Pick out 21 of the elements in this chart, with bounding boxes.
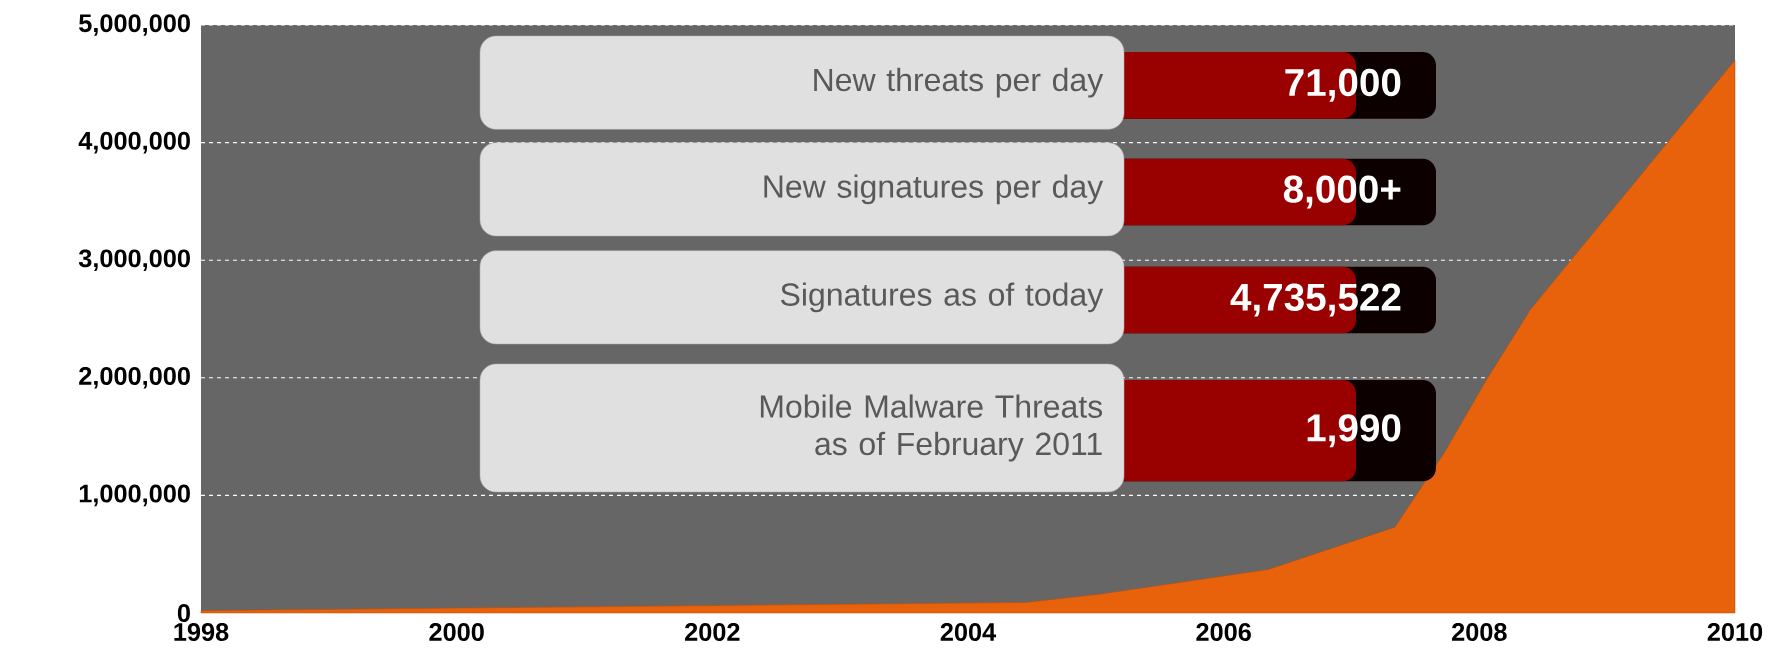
x-tick-label: 2004	[940, 623, 997, 641]
y-tick-label: 3,000,000	[78, 249, 190, 271]
annotation: New signatures per day	[764, 174, 1104, 205]
y-tick-label: 1,000,000	[79, 484, 190, 507]
annotation: 4,735,522	[1230, 283, 1401, 317]
x-tick-label: 2006	[1196, 623, 1251, 641]
x-tick-label: 1998	[174, 623, 229, 641]
x-tick-label: 2002	[685, 623, 740, 641]
y-tick-label: 0	[177, 604, 190, 622]
x-tick-label: 2008	[1452, 623, 1507, 641]
annotation: Signatures as of today	[780, 282, 1104, 313]
annotation: 8,000+	[1283, 175, 1401, 209]
annotation: New threats per day	[814, 67, 1104, 98]
annotation: 71,000	[1285, 68, 1401, 102]
y-tick-label: 2,000,000	[79, 366, 190, 389]
x-tick-label: 2000	[429, 623, 484, 641]
y-tick-label: 5,000,000	[79, 14, 190, 36]
annotation: 1,990	[1307, 414, 1401, 448]
x-tick-label: 2010	[1707, 623, 1763, 641]
y-tick-label: 4,000,000	[78, 131, 190, 154]
annotation: Mobile Malware Threats as of February 2011	[760, 394, 1103, 462]
